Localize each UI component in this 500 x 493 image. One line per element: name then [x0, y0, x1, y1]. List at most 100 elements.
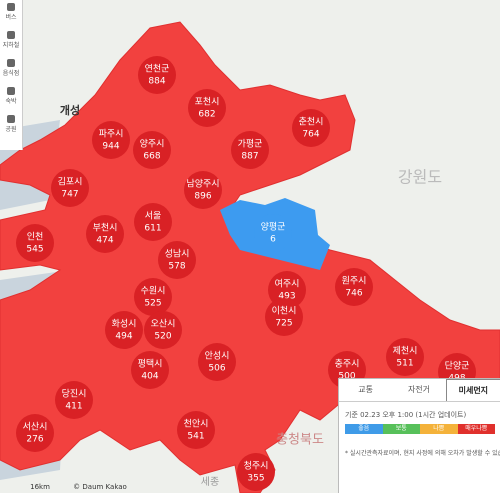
region-name: 연천군	[145, 64, 170, 75]
region-value: 545	[26, 245, 43, 255]
region-marker[interactable]	[138, 56, 176, 94]
region-value: 668	[143, 152, 160, 162]
sidebar-button[interactable]: 지하철	[0, 28, 22, 56]
region-name: 인천	[27, 232, 44, 243]
sidebar-button[interactable]: 숙박	[0, 84, 22, 112]
region-value: 474	[96, 236, 113, 246]
region-value: 506	[208, 364, 225, 374]
region-name: 가평군	[238, 139, 263, 150]
copyright: © Daum Kakao	[73, 483, 127, 491]
sidebar-button[interactable]: 음식점	[0, 56, 22, 84]
region-value: 884	[148, 77, 165, 87]
region-marker[interactable]	[177, 411, 215, 449]
basis-text: 기준 02.23 오후 1:00 (1시간 업데이트)	[345, 411, 467, 419]
region-name: 수원시	[141, 286, 166, 297]
region-marker[interactable]	[158, 241, 196, 279]
region-name: 평택시	[138, 359, 163, 370]
tabs: 교통 자전거 미세먼지	[339, 379, 500, 402]
region-name: 충주시	[335, 359, 360, 370]
region-name: 이천시	[272, 306, 297, 317]
region-value: 682	[198, 110, 215, 120]
note: * 실시간관측자료이며, 현지 사정에 의해 오차가 발생할 수 있습니다	[345, 450, 500, 457]
region-name: 청주시	[244, 461, 269, 472]
region-value: 725	[275, 319, 292, 329]
region-name: 부천시	[93, 223, 118, 234]
region-name: 춘천시	[299, 117, 324, 128]
region-value: 411	[65, 402, 82, 412]
region-name: 원주시	[342, 276, 367, 287]
legend-item: 나쁨	[420, 424, 458, 434]
sidebar-button[interactable]: 공원	[0, 112, 22, 140]
legend-item: 매우나쁨	[457, 424, 495, 434]
info-panel: 교통 자전거 미세먼지 기준 02.23 오후 1:00 (1시간 업데이트) 좋음…	[338, 378, 500, 493]
legend-item: 좋음	[345, 424, 383, 434]
region-name: 제천시	[393, 346, 418, 357]
region-marker[interactable]	[144, 311, 182, 349]
region-name: 서울	[145, 211, 162, 222]
place-label: 개성	[60, 103, 80, 117]
region-value: 500	[338, 372, 355, 382]
sidebar-button[interactable]: 버스	[0, 0, 22, 28]
region-marker[interactable]	[184, 171, 222, 209]
region-marker[interactable]	[134, 278, 172, 316]
scale-label: 16km	[30, 483, 50, 491]
tab[interactable]: 자전거	[407, 385, 431, 394]
region-marker[interactable]	[188, 89, 226, 127]
region-value: 493	[278, 292, 295, 302]
place-label: 강원도	[398, 168, 442, 187]
region-marker[interactable]	[231, 131, 269, 169]
region-name: 포천시	[195, 97, 220, 108]
place-label: 충청북도	[276, 433, 324, 448]
region-marker[interactable]	[335, 268, 373, 306]
region-name: 남양주시	[186, 179, 219, 190]
region-value: 494	[115, 332, 132, 342]
region-name: 화성시	[112, 319, 137, 330]
region-marker[interactable]	[134, 203, 172, 241]
region-value: 611	[144, 224, 161, 234]
region-marker[interactable]	[265, 298, 303, 336]
region-name: 단양군	[445, 361, 470, 372]
region-marker[interactable]	[51, 169, 89, 207]
region-value: 944	[102, 142, 119, 152]
region-name: 오산시	[151, 319, 176, 330]
region-marker[interactable]	[55, 381, 93, 419]
region-marker[interactable]	[237, 453, 275, 491]
region-name: 양평군	[261, 222, 286, 233]
region-name: 서산시	[23, 422, 48, 433]
legend-item: 보통	[382, 424, 420, 434]
region-value: 404	[141, 372, 158, 382]
region-value: 355	[247, 474, 264, 484]
region-marker[interactable]	[292, 109, 330, 147]
region-marker[interactable]	[16, 224, 54, 262]
sidebar: 버스 지하철 음식점 숙박 공원	[0, 0, 23, 150]
region-marker[interactable]	[16, 414, 54, 452]
region-value: 520	[154, 332, 171, 342]
region-name: 여주시	[275, 278, 300, 290]
region-name: 천안시	[184, 419, 209, 430]
region-name: 성남시	[165, 249, 190, 260]
region-marker[interactable]	[92, 121, 130, 159]
region-marker[interactable]	[133, 131, 171, 169]
region-value: 6	[270, 235, 276, 245]
region-marker[interactable]	[198, 343, 236, 381]
region-marker[interactable]	[386, 338, 424, 376]
region-marker[interactable]	[131, 351, 169, 389]
legend: 좋음 보통 나쁨 매우나쁨	[345, 424, 495, 434]
region-value: 887	[241, 152, 258, 162]
region-value: 511	[396, 359, 413, 369]
region-marker[interactable]	[86, 215, 124, 253]
region-marker[interactable]	[105, 311, 143, 349]
tab[interactable]: 미세먼지	[445, 379, 500, 401]
region-value: 764	[302, 130, 319, 140]
region-value: 578	[168, 262, 185, 272]
region-value: 746	[345, 289, 362, 299]
region-marker[interactable]	[254, 214, 292, 252]
tab[interactable]: 교통	[358, 385, 374, 394]
place-label: 세종	[201, 476, 219, 488]
region-value: 525	[144, 299, 161, 309]
region-name: 김포시	[58, 176, 83, 188]
region-name: 안성시	[205, 351, 230, 362]
region-name: 파주시	[99, 129, 124, 140]
